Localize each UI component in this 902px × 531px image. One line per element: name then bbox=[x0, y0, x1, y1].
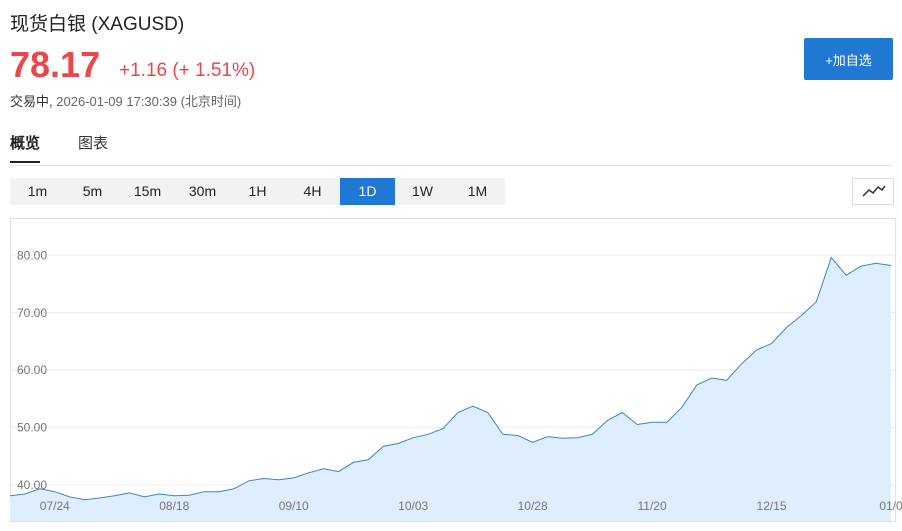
divider bbox=[10, 165, 893, 166]
interval-button[interactable]: 4H bbox=[303, 183, 322, 199]
y-tick-label: 60.00 bbox=[17, 363, 47, 377]
line bbox=[9, 256, 892, 501]
interval-button[interactable]: 5m bbox=[82, 183, 103, 199]
change-abs: +1.16 bbox=[119, 60, 168, 81]
x-tick-label: 10/28 bbox=[518, 499, 548, 513]
y-tick-label: 70.00 bbox=[17, 306, 47, 320]
interval-button[interactable]: 1W bbox=[412, 183, 433, 199]
x-tick-label: 01/0 bbox=[879, 499, 902, 513]
line-icon bbox=[862, 185, 886, 197]
tabs: 概览 图表 bbox=[10, 132, 146, 163]
title: 现货白银 (XAGUSD) bbox=[10, 14, 185, 35]
interval-button[interactable]: 15m bbox=[133, 183, 162, 199]
interval-button[interactable]: 1D bbox=[340, 178, 395, 205]
timezone: (北京时间) bbox=[180, 94, 242, 109]
change: +1.16 (+ 1.51%) bbox=[119, 60, 255, 82]
y-tick-label: 50.00 bbox=[17, 421, 47, 435]
x-tick-label: 10/03 bbox=[398, 499, 428, 513]
timestamp: 2026-01-09 17:30:39 bbox=[56, 94, 177, 109]
change-pct: (+ 1.51%) bbox=[172, 60, 256, 81]
interval-bar: 1m 5m 15m 30m 1H 4H 1D 1W 1M bbox=[10, 178, 505, 205]
tab[interactable]: 图表 bbox=[78, 135, 109, 152]
x-tick-label: 12/15 bbox=[757, 499, 787, 513]
interval-button[interactable]: 30m bbox=[188, 183, 217, 199]
x-tick-label: 09/10 bbox=[279, 499, 309, 513]
add-watchlist-button[interactable]: +加自选 bbox=[804, 38, 893, 80]
interval-button[interactable]: 1M bbox=[467, 183, 488, 199]
timestamp-row: 交易中, 2026-01-09 17:30:39 (北京时间) bbox=[10, 91, 241, 110]
interval-button[interactable]: 1m bbox=[27, 183, 48, 199]
x-tick-label: 08/18 bbox=[159, 499, 189, 513]
price: 78.17 bbox=[10, 44, 101, 85]
x-tick-label: 11/20 bbox=[638, 499, 667, 513]
status: 交易中, bbox=[10, 94, 53, 109]
chart-type-button[interactable] bbox=[852, 178, 894, 205]
area bbox=[10, 257, 891, 521]
interval-button[interactable]: 1H bbox=[248, 183, 267, 199]
y-tick-label: 40.00 bbox=[17, 478, 47, 492]
y-tick-label: 80.00 bbox=[17, 248, 47, 262]
x-tick-label: 07/24 bbox=[40, 499, 70, 513]
tab[interactable]: 概览 bbox=[10, 132, 41, 163]
